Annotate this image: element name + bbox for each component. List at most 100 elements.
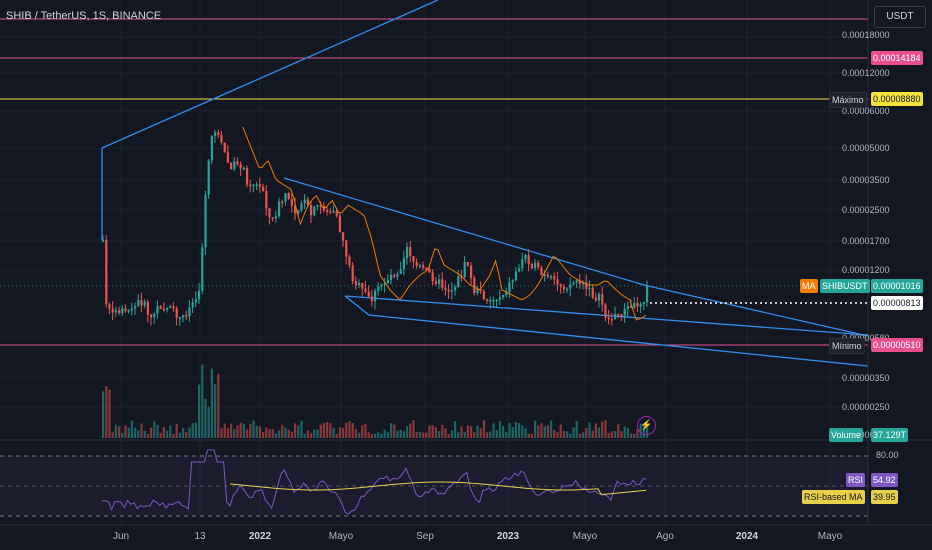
volume-bar: [610, 431, 613, 438]
candle-body: [220, 134, 223, 143]
volume-bar: [406, 426, 409, 438]
price-scale-label: 0.00001200: [842, 265, 890, 275]
candle-body: [294, 205, 297, 214]
volume-bar: [239, 422, 242, 438]
volume-bar: [617, 424, 620, 438]
volume-bar: [358, 432, 361, 438]
candle-body: [114, 310, 117, 313]
volume-bar: [620, 431, 623, 438]
time-axis-label: 2024: [735, 531, 759, 542]
candle-body: [470, 265, 473, 279]
candle-body: [329, 211, 332, 213]
candle-body: [146, 301, 149, 315]
candle-body: [434, 281, 437, 284]
vertical-grid: [120, 0, 831, 525]
candle-body: [207, 160, 210, 195]
volume-bar: [418, 431, 421, 438]
volume-bar: [281, 424, 284, 438]
currency-button[interactable]: USDT: [874, 6, 926, 28]
candle-body: [431, 272, 434, 282]
volume-bar: [598, 427, 601, 438]
price-scale-label: 0.00012000: [842, 68, 890, 78]
volume-bar: [188, 427, 191, 438]
volume-bar: [114, 424, 117, 438]
volume-bar: [633, 433, 636, 438]
last-price-tag: 0.00001016: [871, 279, 923, 293]
volume-bar: [514, 422, 517, 438]
volume-bar: [262, 432, 265, 438]
volume-bar: [124, 425, 127, 438]
volume-bar: [438, 431, 441, 438]
candle-body: [636, 302, 639, 307]
candle-body: [521, 259, 524, 269]
candle-body: [486, 299, 489, 301]
candle-body: [514, 271, 517, 281]
volume-bar: [489, 431, 492, 438]
rsi-label-tag: RSI: [846, 473, 866, 487]
price-scale-label: 0.00000350: [842, 373, 890, 383]
time-axis-label: Mayo: [572, 531, 598, 542]
volume-bar: [578, 433, 581, 438]
candle-body: [306, 199, 309, 206]
candle-body: [290, 199, 293, 206]
candle-body: [588, 287, 591, 290]
volume-bar: [473, 432, 476, 438]
resistance-price-tag: 0.00014184: [871, 51, 923, 65]
candle-body: [303, 199, 306, 204]
lightning-icon[interactable]: ⚡: [637, 416, 656, 435]
candle-body: [233, 161, 236, 169]
volume-bar: [265, 427, 268, 438]
trendlines[interactable]: [101, 0, 869, 367]
candle-body: [156, 306, 159, 314]
candle-body: [348, 256, 351, 266]
volume-bar: [169, 425, 172, 438]
price-scale-label: 0.00006000: [842, 106, 890, 116]
volume-bar: [121, 432, 124, 438]
volume-bar: [249, 424, 252, 438]
candle-body: [646, 285, 649, 303]
volume-bar: [329, 423, 332, 438]
candle-body: [390, 275, 393, 280]
volume-bar: [335, 433, 338, 438]
volume-bar: [111, 432, 114, 438]
candle-body: [297, 210, 300, 214]
candle-body: [137, 300, 140, 306]
candle-body: [505, 292, 508, 296]
candle-body: [162, 308, 165, 311]
volume-bar: [569, 433, 572, 438]
symbol-title[interactable]: SHIB / TetherUS, 1S, BINANCE: [6, 10, 162, 22]
candle-body: [559, 283, 562, 287]
candle-body: [406, 247, 409, 259]
candle-body: [175, 308, 178, 318]
volume-bar: [134, 427, 137, 438]
volume-bar: [505, 431, 508, 438]
volume-bar: [518, 423, 521, 438]
candle-body: [492, 299, 495, 302]
volume-bar: [297, 425, 300, 438]
candle-body: [585, 282, 588, 289]
volume-bar: [178, 432, 181, 438]
volume-bar: [204, 398, 207, 438]
volume-bar: [342, 427, 345, 438]
min-price-tag: 0.00000510: [871, 338, 923, 352]
candle-body: [479, 288, 482, 292]
volume-bar: [150, 427, 153, 438]
candle-body: [326, 210, 329, 212]
volume-bar: [175, 423, 178, 438]
time-axis-label: 2022: [248, 531, 272, 542]
volume-bar: [422, 432, 425, 438]
candle-body: [313, 206, 316, 216]
volume-bar: [409, 423, 412, 438]
candle-body: [607, 317, 610, 320]
candle-body: [617, 313, 620, 316]
candle-body: [249, 184, 252, 187]
candle-body: [562, 286, 565, 290]
volume-bar: [313, 429, 316, 438]
volume-bar: [172, 433, 175, 438]
volume-bar: [546, 425, 549, 438]
volume-bar: [441, 424, 444, 438]
volume-bar: [233, 429, 236, 438]
candle-body: [130, 308, 133, 311]
